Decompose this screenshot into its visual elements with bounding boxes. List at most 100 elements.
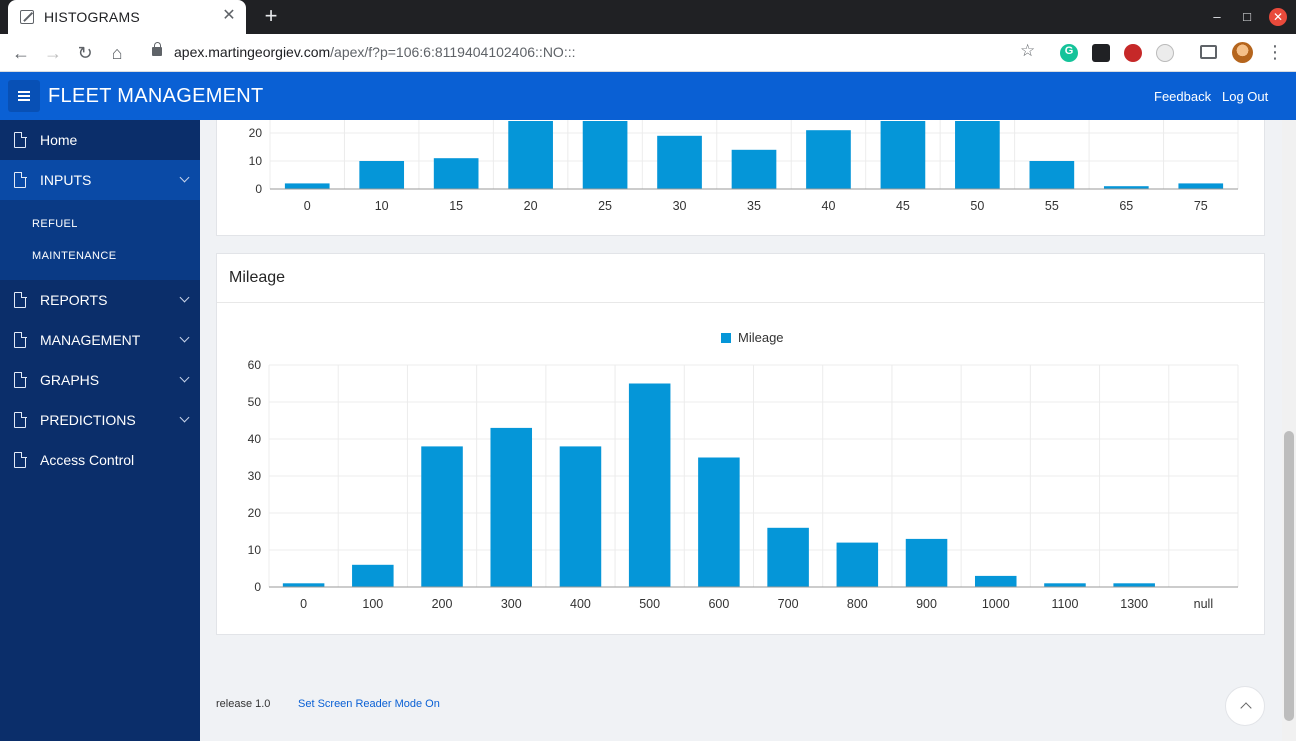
x-tick-label: 55 <box>1045 199 1059 213</box>
bar <box>490 427 533 587</box>
sidebar-item-inputs[interactable]: INPUTS <box>0 160 200 200</box>
cast-icon[interactable] <box>1200 45 1217 59</box>
sidebar-item-label: PREDICTIONS <box>40 412 136 428</box>
bar <box>1044 583 1086 587</box>
card-title: Mileage <box>229 269 286 286</box>
close-window-button[interactable]: ✕ <box>1269 8 1287 26</box>
bar <box>359 161 405 189</box>
main-content: 0 10 20 0 10 15 20 25 30 35 40 45 50 55 65 75 Mileage M… <box>200 120 1282 741</box>
chevron-down-icon[interactable] <box>179 172 190 183</box>
chevron-down-icon[interactable] <box>179 332 190 343</box>
bar <box>582 121 628 189</box>
bar <box>1029 161 1075 189</box>
url-text[interactable]: apex.martingeorgiev.com/apex/f?p=106:6:8… <box>174 44 575 60</box>
sidebar-item-reports[interactable]: REPORTS <box>0 280 200 320</box>
url-host: apex.martingeorgiev.com <box>174 44 331 60</box>
bar <box>508 121 553 189</box>
tab-close-icon[interactable]: ✕ <box>222 7 236 24</box>
sidebar-item-access-control[interactable]: Access Control <box>0 440 200 480</box>
bar <box>698 457 740 587</box>
x-tick-label: 200 <box>432 597 453 611</box>
lock-icon[interactable] <box>152 42 162 56</box>
chevron-down-icon[interactable] <box>179 292 190 303</box>
address-bar[interactable]: apex.martingeorgiev.com/apex/f?p=106:6:8… <box>140 39 1050 67</box>
maximize-button[interactable]: □ <box>1243 9 1251 24</box>
grammarly-extension-icon[interactable] <box>1060 44 1078 62</box>
document-icon <box>14 291 27 308</box>
bar <box>806 130 851 189</box>
y-tick-label: 20 <box>249 126 263 140</box>
document-icon <box>14 371 27 388</box>
mileage-card: Mileage Mileage 0 10 20 30 40 50 60 0 100 200 300 40… <box>216 253 1265 635</box>
sidebar-item-predictions[interactable]: PREDICTIONS <box>0 400 200 440</box>
favicon-icon <box>20 10 34 24</box>
x-tick-label: 600 <box>708 597 729 611</box>
x-tick-label: 10 <box>375 199 389 213</box>
logout-link[interactable]: Log Out <box>1222 89 1269 104</box>
histogram-card-top: 0 10 20 0 10 15 20 25 30 35 40 45 50 55 65 75 <box>216 120 1265 236</box>
extension-icon[interactable] <box>1092 44 1110 62</box>
chevron-down-icon[interactable] <box>179 412 190 423</box>
bar <box>905 538 948 587</box>
minimize-button[interactable]: – <box>1213 9 1221 24</box>
x-tick-label: 0 <box>300 597 307 611</box>
legend-swatch <box>721 333 731 343</box>
x-tick-label: 35 <box>747 199 761 213</box>
bar <box>284 183 330 189</box>
sidebar-item-home[interactable]: Home <box>0 120 200 160</box>
sidebar-subitem-maintenance[interactable]: MAINTENANCE <box>32 250 117 262</box>
x-tick-label: 400 <box>570 597 591 611</box>
bar <box>282 583 325 587</box>
app-title[interactable]: FLEET MANAGEMENT <box>48 85 264 107</box>
sidebar-item-label: GRAPHS <box>40 372 100 388</box>
x-tick-label: 100 <box>362 597 383 611</box>
page-scrollbar[interactable] <box>1282 120 1296 741</box>
y-tick-label: 20 <box>248 506 262 520</box>
hamburger-menu-icon[interactable] <box>8 80 40 112</box>
x-tick-label: 0 <box>304 199 311 213</box>
browser-tab[interactable]: HISTOGRAMS ✕ <box>8 0 246 34</box>
x-tick-label: 300 <box>501 597 522 611</box>
browser-menu-icon[interactable]: ⋮ <box>1266 42 1284 62</box>
home-button[interactable]: ⌂ <box>111 43 123 63</box>
chevron-down-icon[interactable] <box>179 372 190 383</box>
x-tick-label: null <box>1194 597 1213 611</box>
back-to-top-button[interactable] <box>1225 686 1265 726</box>
x-tick-label: 900 <box>916 597 937 611</box>
bar <box>1113 583 1155 587</box>
bar <box>1178 183 1224 189</box>
extension-icon[interactable] <box>1156 44 1174 62</box>
bookmark-star-icon[interactable]: ☆ <box>1020 41 1036 60</box>
screen-reader-link[interactable]: Set Screen Reader Mode On <box>298 698 440 710</box>
sidebar-item-label: MANAGEMENT <box>40 332 141 348</box>
sidebar: Home INPUTS REFUEL MAINTENANCE REPORTS M… <box>0 120 200 741</box>
x-tick-label: 500 <box>639 597 660 611</box>
sidebar-item-graphs[interactable]: GRAPHS <box>0 360 200 400</box>
profile-avatar[interactable] <box>1232 42 1253 63</box>
url-path: /apex/f?p=106:6:8119404102406::NO::: <box>330 44 576 60</box>
back-button[interactable]: ← <box>12 43 30 63</box>
y-tick-label: 60 <box>248 358 262 372</box>
extension-icon[interactable] <box>1124 44 1142 62</box>
bar <box>767 527 809 587</box>
y-tick-label: 0 <box>255 182 262 196</box>
reload-button[interactable]: ↻ <box>77 43 93 63</box>
bar <box>352 564 394 587</box>
x-tick-label: 1100 <box>1052 597 1079 611</box>
x-tick-label: 20 <box>524 199 538 213</box>
sidebar-item-management[interactable]: MANAGEMENT <box>0 320 200 360</box>
app-header: FLEET MANAGEMENT Feedback Log Out <box>0 72 1296 120</box>
sidebar-subitem-refuel[interactable]: REFUEL <box>32 218 78 230</box>
x-tick-label: 25 <box>598 199 612 213</box>
x-tick-label: 65 <box>1119 199 1133 213</box>
browser-toolbar: ← → ↻ ⌂ apex.martingeorgiev.com/apex/f?p… <box>0 34 1296 72</box>
scrollbar-thumb[interactable] <box>1284 431 1294 721</box>
sidebar-item-label: REPORTS <box>40 292 108 308</box>
bar <box>559 446 602 587</box>
document-icon <box>14 131 27 148</box>
inputs-submenu: REFUEL MAINTENANCE <box>0 200 200 280</box>
new-tab-button[interactable]: + <box>264 3 278 28</box>
forward-button[interactable]: → <box>44 43 62 63</box>
feedback-link[interactable]: Feedback <box>1154 89 1212 104</box>
